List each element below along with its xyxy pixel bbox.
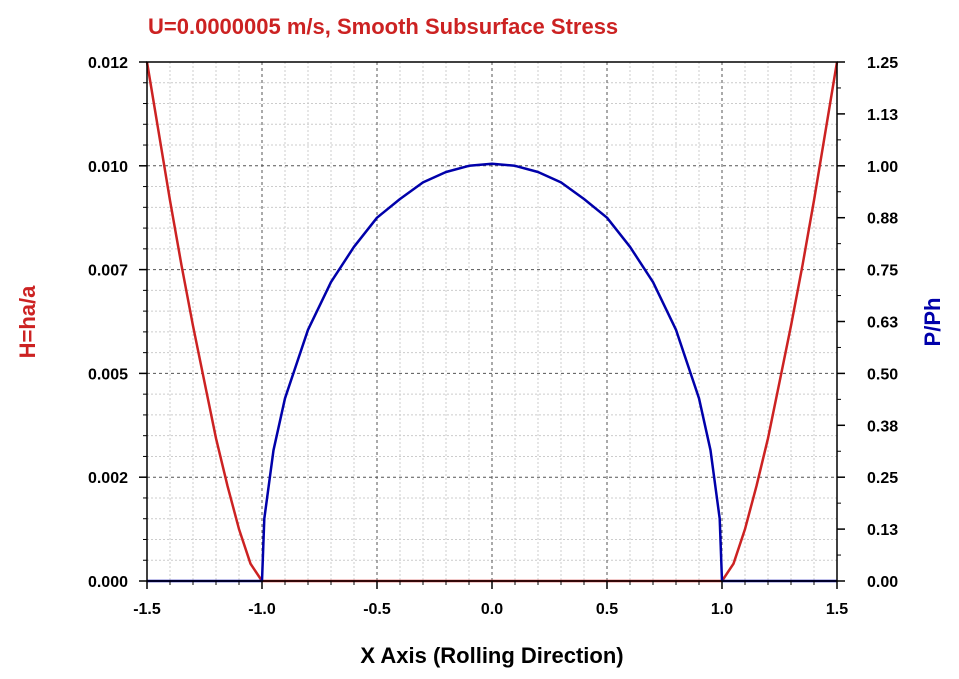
y-right-tick-label: 1.13 bbox=[867, 107, 898, 124]
y-left-tick-label: 0.007 bbox=[88, 263, 128, 280]
x-tick-label: 1.0 bbox=[711, 601, 733, 618]
y-left-tick-label: 0.012 bbox=[88, 55, 128, 72]
y-left-tick-label: 0.000 bbox=[88, 574, 128, 591]
grid-major bbox=[147, 62, 837, 581]
x-tick-label: -1.0 bbox=[248, 601, 276, 618]
y-right-tick-label: 0.13 bbox=[867, 522, 898, 539]
y-right-tick-label: 0.63 bbox=[867, 315, 898, 332]
y-left-tick-label: 0.002 bbox=[88, 470, 128, 487]
chart-title: U=0.0000005 m/s, Smooth Subsurface Stres… bbox=[148, 14, 618, 39]
y-left-tick-label: 0.005 bbox=[88, 366, 128, 383]
x-tick-label: 0.0 bbox=[481, 601, 503, 618]
y-right-tick-label: 1.25 bbox=[867, 55, 898, 72]
y-axis-left-title: H=ha/a bbox=[15, 285, 40, 359]
x-axis-title: X Axis (Rolling Direction) bbox=[360, 643, 623, 668]
ticks-layer bbox=[139, 61, 845, 589]
y-left-tick-label: 0.010 bbox=[88, 159, 128, 176]
y-right-tick-label: 0.25 bbox=[867, 470, 898, 487]
p-series-line bbox=[147, 162, 837, 583]
y-right-tick-label: 0.88 bbox=[867, 211, 898, 228]
y-right-tick-label: 0.00 bbox=[867, 574, 898, 591]
y-right-tick-label: 0.75 bbox=[867, 263, 898, 280]
x-tick-label: 0.5 bbox=[596, 601, 618, 618]
tick-labels: -1.5 -1.0 -0.5 0.0 0.5 1.0 1.5 0.000 0.002 0.005 0… bbox=[88, 55, 898, 618]
y-axis-right-title: P/Ph bbox=[920, 298, 945, 347]
x-tick-label: 1.5 bbox=[826, 601, 848, 618]
y-right-tick-label: 1.00 bbox=[867, 159, 898, 176]
y-right-tick-label: 0.38 bbox=[867, 418, 898, 435]
x-tick-label: -0.5 bbox=[363, 601, 391, 618]
y-right-tick-label: 0.50 bbox=[867, 366, 898, 383]
x-tick-label: -1.5 bbox=[133, 601, 161, 618]
